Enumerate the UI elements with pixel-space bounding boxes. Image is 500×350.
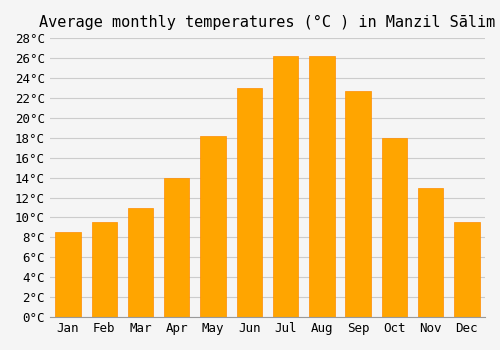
Bar [56,232,80,317]
Bar [382,138,407,317]
Bar [273,56,298,317]
Title: Average monthly temperatures (°C ) in Manzil Sālim: Average monthly temperatures (°C ) in Ma… [40,15,496,30]
Bar [309,56,334,317]
Bar [92,223,117,317]
Bar [236,88,262,317]
Bar [128,208,153,317]
Bar [454,223,479,317]
Bar [346,91,371,317]
Bar [164,178,190,317]
Bar [418,188,444,317]
Bar [200,136,226,317]
